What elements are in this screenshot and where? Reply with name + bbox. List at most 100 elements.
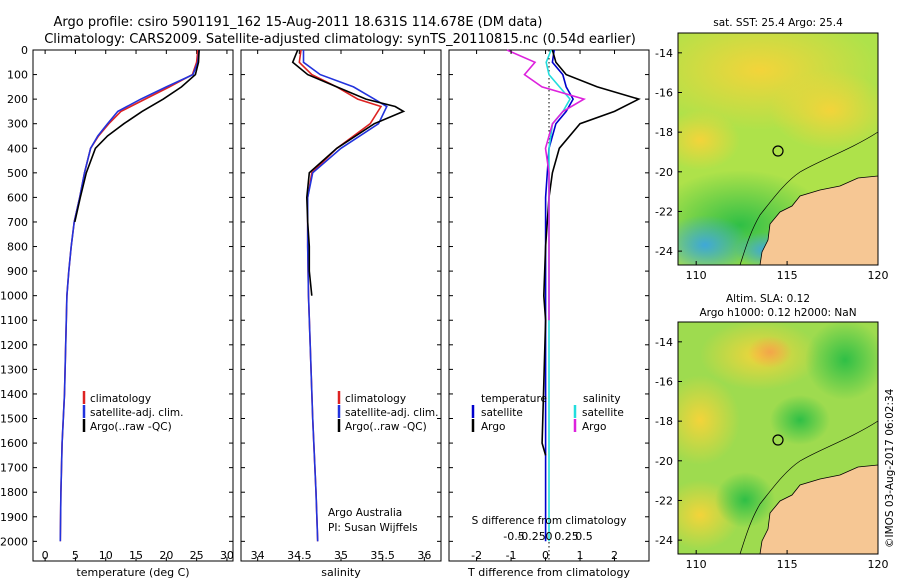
depth-tick-label: 300 (7, 118, 28, 131)
difference-x-axis: -2 -1 0 1 2-0.5-0.25 0 0.250.5 (471, 50, 618, 562)
salinity-note-org: Argo Australia (328, 507, 402, 519)
lat-tick-label: -24 (655, 534, 673, 547)
sla-low-patch (715, 472, 775, 528)
temperature-x-axis: 0 5 10 15 20 25 30 (42, 50, 234, 562)
difference-legend: temperature salinity satellite Argo sate… (471, 393, 624, 433)
sst-cold-patch (678, 215, 750, 265)
lat-tick-label: -16 (655, 375, 673, 388)
x-tick-label: 34 (251, 549, 265, 562)
x-tick-label: 10 (99, 549, 113, 562)
lon-tick-label: 110 (686, 558, 707, 571)
temperature-xlabel: temperature (deg C) (76, 566, 189, 579)
title-line-2: Climatology: CARS2009. Satellite-adjuste… (44, 32, 636, 47)
depth-axis: 0 100 200 300 400 500 600 700 800 900 1000 1100 1200… (0, 44, 649, 548)
depth-tick-label: 1800 (0, 486, 28, 499)
s-tick-label: 0.5 (575, 530, 593, 543)
isobath-line (739, 131, 878, 265)
salinity-lines (291, 49, 406, 542)
series-line-argo-raw-qc- (291, 49, 406, 296)
sla-low-patch (805, 322, 878, 400)
sla-map (678, 322, 878, 554)
depth-tick-label: 200 (7, 93, 28, 106)
australia-land (759, 464, 878, 554)
sst-warm-patch (770, 70, 878, 150)
lat-tick-label: -20 (655, 166, 673, 179)
s-tick-label: 0.25 (554, 530, 579, 543)
title-line-1: Argo profile: csiro 5901191_162 15-Aug-2… (54, 15, 543, 30)
x-tick-label: 0 (42, 549, 49, 562)
lat-tick-label: -22 (655, 205, 673, 218)
series-line-temperature-argo (541, 49, 641, 456)
s-tick-label: -0.25 (517, 530, 545, 543)
x-tick-label: 25 (190, 549, 204, 562)
sst-map-frame (677, 32, 879, 266)
lon-tick-label: 115 (777, 558, 798, 571)
sla-map-title-2: Argo h1000: 0.12 h2000: NaN (699, 307, 856, 319)
lat-tick-label: -24 (655, 245, 673, 258)
series-line-satellite-adj-clim- (59, 49, 200, 542)
sst-map-title: sat. SST: 25.4 Argo: 25.4 (713, 17, 843, 29)
depth-tick-label: 100 (7, 69, 28, 82)
legend-s-argo: Argo (582, 421, 606, 433)
sla-map-axes: -14 -16 -18 -20 -22 -24 110 115 120 (655, 336, 888, 571)
s-difference-label: S difference from climatology (472, 515, 627, 527)
legend-title-salinity: salinity (583, 393, 621, 405)
s-tick-label: -0.5 (503, 530, 524, 543)
x-tick-label: 34.5 (287, 549, 312, 562)
salinity-legend-satellite-adj: satellite-adj. clim. (345, 407, 438, 419)
series-line-salinity-argo (506, 49, 587, 321)
x-tick-label: 36 (417, 549, 431, 562)
series-line-climatology (59, 49, 199, 542)
x-tick-label: 35.5 (370, 549, 395, 562)
sla-map-title-1: Altim. SLA: 0.12 (726, 293, 810, 305)
legend-t-satellite: satellite (481, 407, 523, 419)
series-line-temperature-satellite (544, 49, 575, 542)
lon-tick-label: 120 (868, 558, 889, 571)
t-difference-label: T difference from climatology (467, 566, 630, 579)
sla-low-patch (770, 395, 830, 445)
depth-tick-label: 0 (21, 44, 28, 57)
depth-tick-label: 800 (7, 241, 28, 254)
salinity-legend-argo: Argo(..raw -QC) (345, 421, 427, 433)
x-tick-label: 20 (159, 549, 173, 562)
temperature-lines (59, 49, 200, 542)
lat-tick-label: -20 (655, 455, 673, 468)
salinity-panel-frame (240, 49, 442, 562)
x-tick-label: 15 (129, 549, 143, 562)
series-line-argo-raw-qc- (74, 49, 200, 223)
lat-tick-label: -18 (655, 126, 673, 139)
lat-tick-label: -18 (655, 415, 673, 428)
depth-tick-label: 1700 (0, 462, 28, 475)
temperature-panel-frame (32, 49, 234, 562)
series-line-satellite-adj-clim- (302, 50, 388, 542)
salinity-x-axis: 34 34.5 35 35.5 36 (251, 50, 431, 562)
lat-tick-label: -16 (655, 86, 673, 99)
depth-tick-label: 600 (7, 191, 28, 204)
lat-tick-label: -14 (655, 47, 673, 60)
sla-peak-patch (748, 336, 792, 368)
legend-t-argo: Argo (481, 421, 505, 433)
x-tick-label: 1 (577, 549, 584, 562)
x-tick-label: 35 (334, 549, 348, 562)
temperature-legend-argo: Argo(..raw -QC) (90, 421, 172, 433)
imos-stamp: ©IMOS 03-Aug-2017 06:02:34 (884, 388, 896, 548)
temperature-legend-climatology: climatology (90, 393, 151, 405)
depth-tick-label: 400 (7, 142, 28, 155)
depth-tick-label: 1600 (0, 437, 28, 450)
lon-tick-label: 115 (777, 269, 798, 282)
x-tick-label: -2 (471, 549, 482, 562)
salinity-xlabel: salinity (321, 566, 361, 579)
lat-tick-label: -14 (655, 336, 673, 349)
sla-high-patch (678, 375, 740, 465)
s-tick-label: 0 (546, 530, 553, 543)
salinity-legend-climatology: climatology (345, 393, 406, 405)
temperature-legend: climatology satellite-adj. clim. Argo(..… (82, 391, 183, 433)
salinity-note-pi: PI: Susan Wijffels (328, 522, 418, 534)
isobath-line (739, 420, 878, 554)
argo-float-marker (772, 434, 784, 446)
temperature-legend-satellite-adj: satellite-adj. clim. (90, 407, 183, 419)
depth-tick-label: 1100 (0, 314, 28, 327)
depth-tick-label: 1200 (0, 339, 28, 352)
depth-tick-label: 900 (7, 265, 28, 278)
